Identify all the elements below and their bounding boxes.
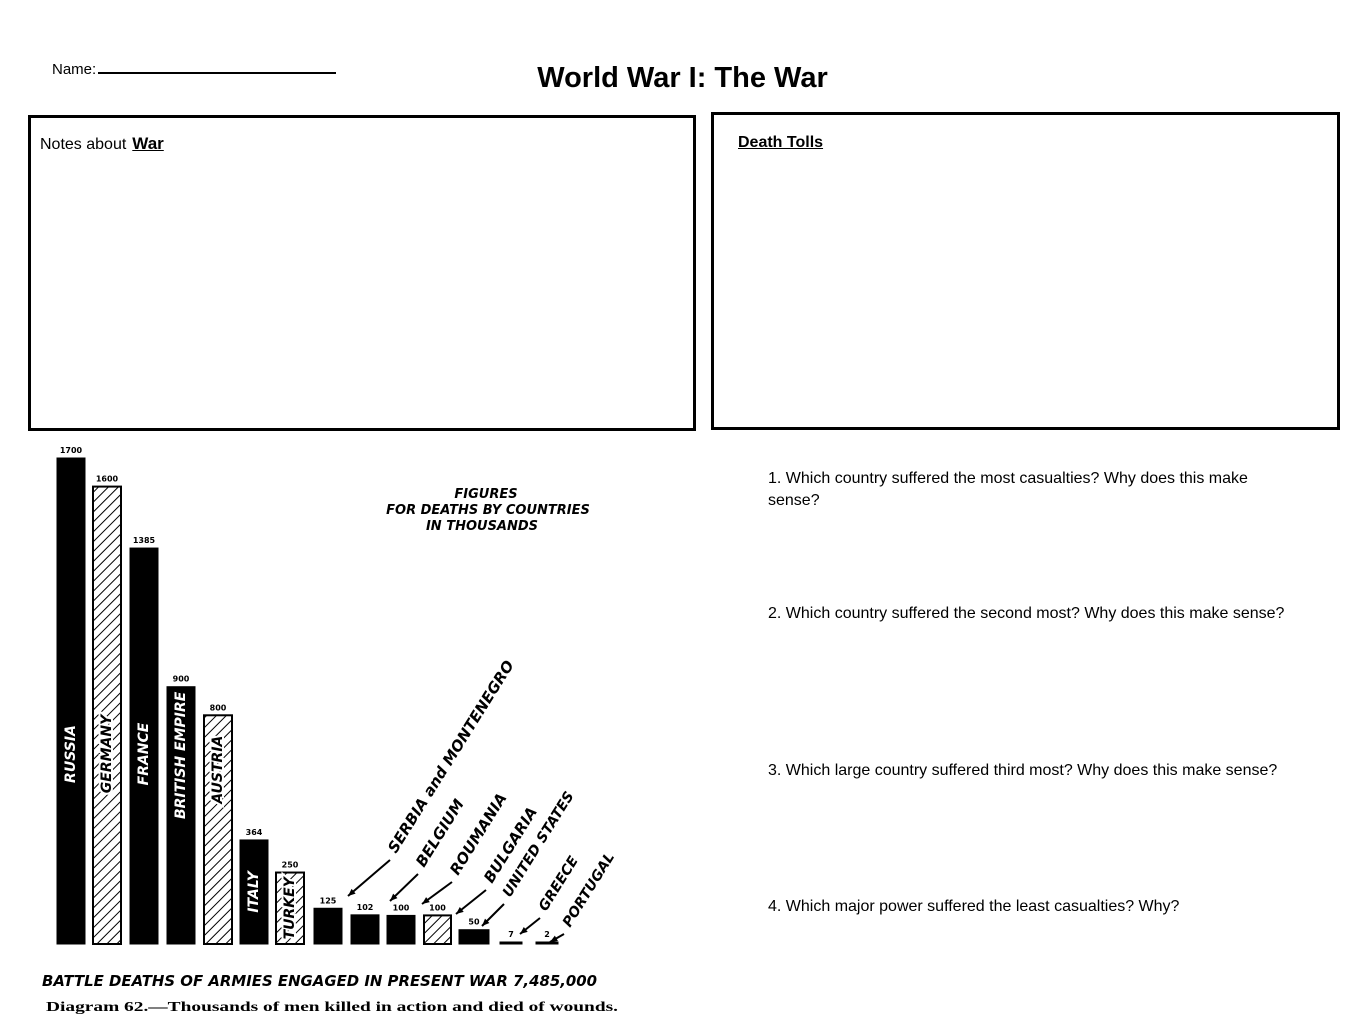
notes-box[interactable]: Notes about War xyxy=(28,115,696,431)
question-1: 1. Which country suffered the most casua… xyxy=(768,470,1248,509)
bar-category-label: ITALY xyxy=(246,869,262,912)
chart-caption: Diagram 62.—Thousands of men killed in a… xyxy=(46,1000,618,1015)
bar-value-label: 250 xyxy=(282,861,299,870)
bar-value-label: 100 xyxy=(393,903,410,912)
bar-value-label: 1385 xyxy=(133,536,156,545)
bar-serbia-and-montenegro xyxy=(313,907,343,945)
bar-british-empire xyxy=(166,686,196,945)
bar-value-label: 125 xyxy=(320,896,337,905)
bar-value-label: 7 xyxy=(508,930,514,939)
bar-category-label: RUSSIA xyxy=(63,725,79,783)
bar-greece xyxy=(499,941,523,945)
death-tolls-chart: 1700 1600 1385 900 800 364 250 125 102 100 100 50 7 2… xyxy=(42,446,618,1015)
bar-united-states xyxy=(458,929,490,945)
page-title: World War I: The War xyxy=(537,62,828,94)
death-tolls-box[interactable]: Death Tolls xyxy=(711,112,1340,430)
chart-title-line-2: FOR DEATHS BY COUNTRIES xyxy=(386,503,590,518)
bar-bulgaria xyxy=(423,914,452,946)
name-field[interactable]: Name: xyxy=(52,58,337,78)
bar-category-label: TURKEY xyxy=(282,875,298,939)
chart-title-line-1: FIGURES xyxy=(454,487,517,502)
chart-arrows xyxy=(347,859,565,943)
arrow-head xyxy=(348,888,356,896)
bar-value-label: 102 xyxy=(357,903,374,912)
bar-value-label: 2 xyxy=(544,930,550,939)
bar-category-label: BRITISH EMPIRE xyxy=(173,691,189,819)
chart-category-labels: RUSSIA GERMANY FRANCE BRITISH EMPIRE AUSTRIA… xyxy=(63,691,300,941)
bar-value-label: 800 xyxy=(210,703,227,712)
arrow-head xyxy=(456,906,464,914)
arrow-head xyxy=(390,893,398,901)
arrow-head xyxy=(422,897,430,904)
bar-category-label: AUSTRIA xyxy=(210,736,226,805)
bar-roumania xyxy=(386,914,416,945)
bar-value-label: 1700 xyxy=(60,446,83,455)
bar-value-label: 364 xyxy=(246,828,263,837)
arrow-head xyxy=(550,935,558,942)
bar-value-label: 1600 xyxy=(96,475,119,484)
notes-label-text: Notes about xyxy=(40,136,127,153)
question-2: 2. Which country suffered the second mos… xyxy=(768,605,1285,622)
bar-italy xyxy=(239,839,269,945)
chart-small-country-labels: SERBIA and MONTENEGROBELGIUMROUMANIABULG… xyxy=(384,657,618,930)
name-blank-line[interactable] xyxy=(98,58,337,74)
bar-germany xyxy=(92,485,122,946)
chart-bars xyxy=(56,457,559,946)
question-4: 4. Which major power suffered the least … xyxy=(768,898,1180,915)
bar-category-label: GERMANY xyxy=(99,713,115,793)
bar-turkey xyxy=(275,871,305,946)
bar-value-label: 100 xyxy=(429,903,446,912)
name-label: Name: xyxy=(52,61,97,78)
bar-value-label: 50 xyxy=(468,918,480,927)
chart-value-labels: 1700 1600 1385 900 800 364 250 125 102 100 100 50 7 2 xyxy=(60,446,550,939)
arrow-head xyxy=(482,918,490,926)
bar-russia xyxy=(56,457,86,945)
pointer-arrow xyxy=(347,859,391,897)
bar-category-label: FRANCE xyxy=(136,722,152,785)
chart-footer: BATTLE DEATHS OF ARMIES ENGAGED IN PRESE… xyxy=(42,972,597,990)
bar-belgium xyxy=(350,914,380,945)
arrow-head xyxy=(520,926,528,934)
chart-title-line-3: IN THOUSANDS xyxy=(426,519,538,534)
notes-topic: War xyxy=(132,134,164,153)
death-tolls-label: Death Tolls xyxy=(738,134,824,151)
bar-value-label: 900 xyxy=(173,675,190,684)
bar-austria xyxy=(203,714,233,946)
bar-portugal xyxy=(535,941,559,945)
notes-label: Notes about War xyxy=(40,134,164,154)
bar-france xyxy=(129,547,159,945)
question-3: 3. Which large country suffered third mo… xyxy=(768,762,1278,779)
